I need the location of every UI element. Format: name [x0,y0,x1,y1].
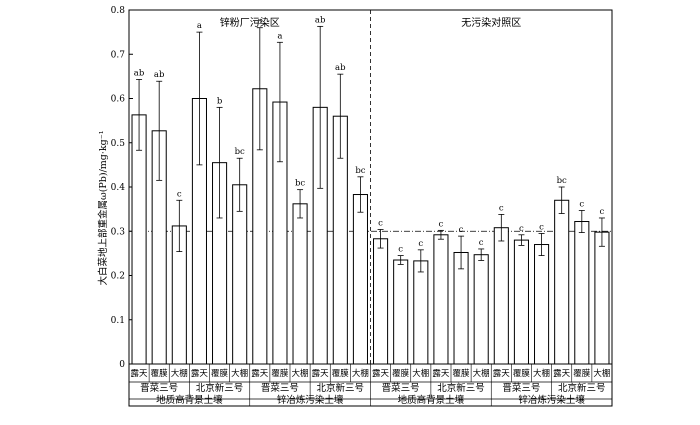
category-label: 露天 [372,369,390,379]
significance-label: c [539,222,544,232]
significance-label: c [418,239,423,249]
significance-label: c [459,225,464,235]
region-label: 锌粉厂污染区 [220,16,280,29]
variety-label: 晋菜三号 [140,382,178,394]
category-label: 露天 [312,369,330,379]
category-label: 覆膜 [513,368,531,379]
significance-label: c [499,203,504,213]
category-label: 大棚 [412,368,429,379]
variety-label: 晋菜三号 [502,382,540,394]
significance-label: c [439,219,444,229]
bar [554,199,570,365]
soil-group-label: 地质高背景土壤 [398,394,465,406]
region-labels-group: 锌粉厂污染区 无污染对照区 [220,16,522,29]
bar [292,203,308,365]
significance-label: ab [335,63,346,73]
soil-group-label: 锌冶炼污染土壤 [277,394,344,406]
y-axis-title: 大白菜地上部重金属ω(Pb)/mg·kg⁻¹ [97,130,109,285]
category-label: 大棚 [352,368,369,379]
category-labels-group: 露天 覆膜 大棚 露天 覆膜 大棚 露天 覆膜 大棚 露天 覆膜 大棚 露天 覆膜 大棚 露天 覆膜 大棚 露天 覆膜… [131,368,611,379]
category-label: 覆膜 [151,368,169,379]
significance-label: ab [315,15,326,25]
significance-label: a [197,21,202,31]
category-label: 大棚 [473,368,490,379]
category-label: 露天 [251,369,269,379]
variety-label: 晋菜三号 [261,382,299,394]
significance-label: bc [235,147,245,157]
y-tick-label: 0.6 [111,95,126,105]
significance-label: c [378,218,383,228]
significance-label: a [277,31,282,41]
category-label: 覆膜 [271,368,289,379]
group-labels-group: 晋菜三号 北京新三号 晋菜三号 北京新三号 晋菜三号 北京新三号 晋菜三号 北京新三号地质高背… [140,382,605,406]
significance-label: bc [557,176,567,186]
bar [352,194,368,365]
category-label: 大棚 [292,368,309,379]
error-bars-group [136,25,605,273]
category-label: 大棚 [231,368,248,379]
category-label: 露天 [493,369,511,379]
significance-label: c [398,245,403,255]
significance-label: bc [355,166,365,176]
bar [574,221,590,365]
category-label: 露天 [432,369,450,379]
y-tick-label: 0.7 [111,50,126,60]
category-label: 大棚 [533,368,550,379]
category-label: 覆膜 [392,368,410,379]
significance-label: b [217,96,223,106]
bar [433,234,449,365]
bar [534,244,550,365]
plot-frame [128,9,613,407]
category-label: 覆膜 [332,368,350,379]
bar [373,238,389,365]
significance-label: ab [154,70,165,80]
category-label: 大棚 [171,368,188,379]
y-tick-label: 0.1 [111,316,125,326]
significance-label: c [579,199,584,209]
bar [413,260,429,365]
bar [513,239,529,365]
bar [594,231,610,365]
category-label: 露天 [191,369,209,379]
significance-label: c [519,224,524,234]
region-label: 无污染对照区 [461,16,521,29]
significance-label: a [257,17,262,27]
variety-label: 北京新三号 [317,382,365,394]
y-tick-label: 0 [119,360,125,370]
y-tick-label: 0.3 [111,227,126,237]
bar [131,114,147,365]
soil-group-label: 地质高背景土壤 [156,394,223,406]
category-label: 覆膜 [573,368,591,379]
y-tick-label: 0.5 [111,139,126,149]
variety-label: 北京新三号 [437,382,485,394]
bar [473,254,489,365]
category-label: 大棚 [593,368,610,379]
variety-label: 晋菜三号 [382,382,420,394]
category-label: 露天 [553,369,571,379]
variety-label: 北京新三号 [558,382,606,394]
significance-label: bc [295,179,305,189]
bar [493,227,509,365]
category-label: 覆膜 [211,368,229,379]
y-tick-label: 0.2 [111,272,125,282]
variety-label: 北京新三号 [196,382,244,394]
significance-label: c [177,189,182,199]
category-label: 露天 [131,369,149,379]
y-tick-label: 0.4 [111,183,126,193]
significance-label: c [479,238,484,248]
y-tick-label: 0.8 [111,6,126,16]
significance-label: c [600,207,605,217]
significance-label: ab [134,68,145,78]
bar [393,259,409,365]
y-axis: 0 0.1 0.2 0.3 0.4 0.5 0.6 0.7 0.8 [111,6,133,370]
category-label: 覆膜 [453,368,471,379]
soil-group-label: 锌冶炼污染土壤 [518,394,585,406]
